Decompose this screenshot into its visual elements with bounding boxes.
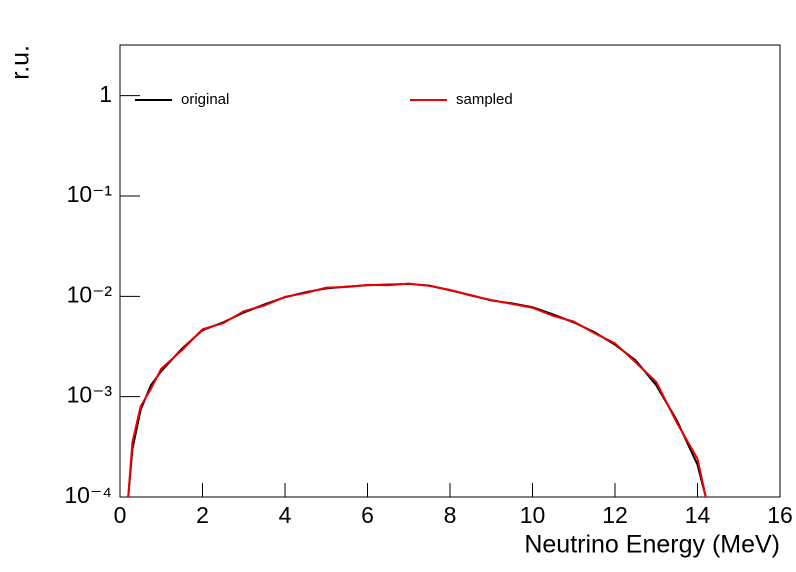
y-tick-label: 10⁻¹ — [67, 181, 113, 207]
x-tick-label: 8 — [444, 502, 457, 528]
series-line — [127, 282, 707, 498]
y-tick-label: 10⁻² — [67, 281, 113, 307]
y-axis-title: r.u. — [7, 45, 35, 80]
legend-label: original — [181, 91, 229, 108]
x-axis-title: Neutrino Energy (MeV) — [524, 531, 780, 559]
x-tick-label: 0 — [114, 502, 127, 528]
x-tick-label: 6 — [361, 502, 374, 528]
x-tick-label: 2 — [196, 502, 209, 528]
y-tick-label: 10⁻⁴ — [64, 482, 112, 508]
series-line — [127, 282, 707, 498]
x-tick-label: 4 — [279, 502, 292, 528]
x-tick-label: 16 — [767, 502, 793, 528]
x-tick-label: 10 — [520, 502, 546, 528]
x-tick-label: 14 — [685, 502, 711, 528]
x-tick-label: 12 — [602, 502, 628, 528]
y-tick-label: 10⁻³ — [67, 382, 113, 408]
y-tick-label: 1 — [99, 81, 112, 107]
legend-label: sampled — [456, 91, 513, 108]
